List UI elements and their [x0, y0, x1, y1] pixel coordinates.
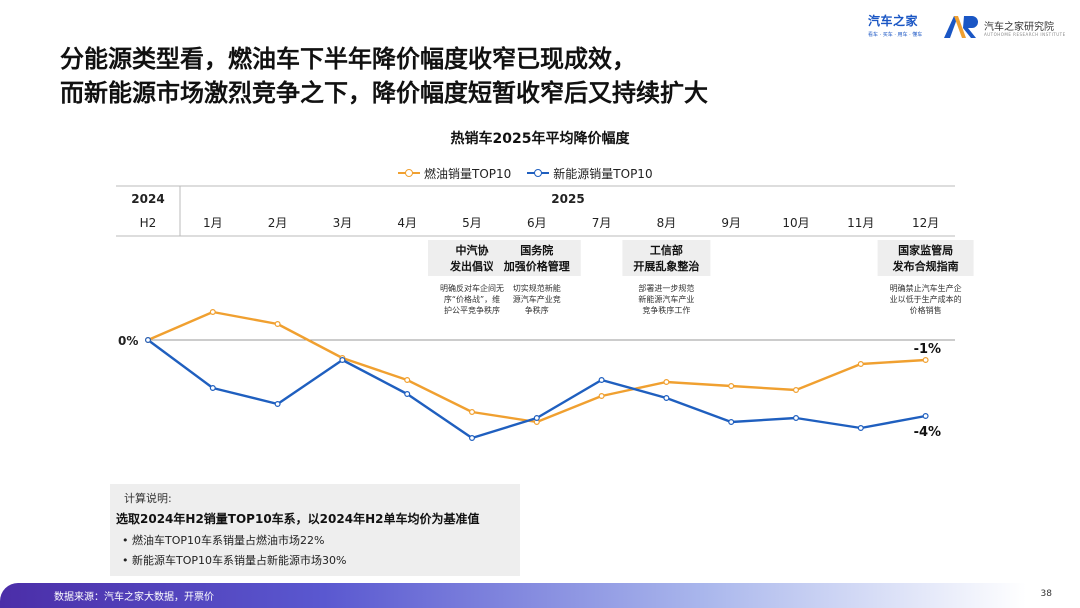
page-headline: 分能源类型看，燃油车下半年降价幅度收窄已现成效， 而新能源市场激烈竞争之下，降价…: [60, 42, 708, 110]
fuel-series-line: [147, 310, 926, 424]
fuel-data-point: [209, 309, 216, 316]
year-label-2024: 2024: [131, 192, 164, 206]
x-tick-label: 10月: [782, 216, 809, 230]
fuel-data-point: [404, 377, 411, 384]
note-bold-text: 选取2024年H2销量TOP10车系，以2024年H2单车均价为基准值: [116, 512, 480, 526]
nev-data-point: [922, 413, 929, 420]
chart-legend: 燃油销量TOP10 新能源销量TOP10: [398, 164, 653, 182]
annotation-description: 业以低于生产成本的: [890, 294, 962, 304]
annotation-description: 切实规范新能: [513, 283, 561, 293]
nev-data-point: [145, 337, 152, 344]
footer-bar: 数据来源：汽车之家大数据，开票价 38: [0, 583, 1080, 608]
x-tick-label: 5月: [462, 216, 482, 230]
legend-swatch-nev: [527, 168, 550, 178]
x-tick-label: 1月: [203, 216, 223, 230]
nev-data-point: [857, 425, 864, 432]
page-number: 38: [1040, 589, 1052, 599]
nev-data-point: [728, 419, 735, 426]
annotation-description: 竞争秩序工作: [642, 305, 690, 315]
annotation-title: 国家监管局: [898, 243, 953, 257]
logo-brand-text: 汽车之家: [868, 14, 919, 28]
institute-name: 汽车之家研究院: [984, 22, 1054, 33]
x-tick-label: 2月: [268, 216, 288, 230]
fuel-data-point: [922, 357, 929, 364]
legend-item-fuel: 燃油销量TOP10: [398, 164, 511, 182]
annotation-box: [877, 240, 974, 276]
nev-data-point: [469, 435, 476, 442]
annotation-description: 价格销售: [910, 305, 942, 315]
fuel-data-point: [469, 409, 476, 416]
annotation-title: 中汽协: [456, 243, 489, 257]
x-tick-label: 11月: [847, 216, 874, 230]
annotation-subtitle: 开展乱象整治: [633, 259, 699, 273]
chart-title: 热销车2025年平均降价幅度: [450, 131, 630, 147]
headline-line-2: 而新能源市场激烈竞争之下，降价幅度短暂收窄后又持续扩大: [60, 79, 708, 107]
nev-data-point: [209, 385, 216, 392]
annotation-box: [622, 240, 711, 276]
note-bullet-2: • 新能源车TOP10车系销量占新能源市场30%: [122, 554, 347, 567]
x-tick-label: 6月: [527, 216, 547, 230]
research-institute-logo: 汽车之家研究院 AUTOHOME RESEARCH INSTITUTE: [942, 12, 1072, 42]
annotation-description: 新能源汽车产业: [638, 294, 694, 304]
legend-swatch-fuel: [398, 168, 420, 178]
x-tick-label: 3月: [333, 216, 353, 230]
zero-label: 0%: [118, 334, 138, 348]
nev-data-point: [404, 391, 411, 398]
annotation-description: 明确反对车企间无: [440, 283, 504, 293]
annotation-description: 序“价格战”，维: [444, 294, 500, 304]
nev-data-point: [274, 401, 281, 408]
nev-data-point: [663, 395, 670, 402]
fuel-data-point: [598, 393, 605, 400]
institute-subtitle: AUTOHOME RESEARCH INSTITUTE: [984, 32, 1066, 37]
calculation-note: 计算说明: 选取2024年H2销量TOP10车系，以2024年H2单车均价为基准…: [110, 484, 520, 576]
annotation-subtitle: 发布合规指南: [892, 259, 959, 273]
annotation-description: 明确禁止汽车生产企: [890, 283, 962, 293]
annotation-title: 工信部: [650, 243, 683, 257]
fuel-data-point: [274, 321, 281, 328]
nev-data-point: [533, 415, 540, 422]
legend-item-nev: 新能源销量TOP10: [527, 164, 653, 182]
logo-tagline: 看车 · 买车 · 用车 · 懂车: [868, 32, 923, 38]
headline-line-1: 分能源类型看，燃油车下半年降价幅度收窄已现成效，: [60, 45, 636, 73]
annotation-title: 国务院: [520, 243, 553, 257]
annotation-description: 争秩序: [525, 305, 549, 315]
annotation-box: [492, 240, 581, 276]
autohome-logo: 汽车之家 看车 · 买车 · 用车 · 懂车: [868, 12, 932, 42]
annotation-subtitle: 发出倡议: [449, 259, 495, 273]
fuel-data-point: [663, 379, 670, 386]
note-heading: 计算说明:: [124, 492, 172, 505]
year-label-2025: 2025: [551, 192, 584, 206]
fuel-data-point: [857, 361, 864, 368]
x-tick-label: H2: [140, 216, 157, 230]
annotation-subtitle: 加强价格管理: [503, 259, 570, 273]
x-tick-label: 9月: [721, 216, 741, 230]
fuel-data-point: [728, 383, 735, 390]
nev-data-point: [598, 377, 605, 384]
nev-data-point: [339, 357, 346, 364]
fuel-data-point: [792, 387, 799, 394]
annotation-description: 护公平竞争秩序: [444, 305, 500, 315]
annotation-description: 部署进一步规范: [638, 283, 694, 293]
x-tick-label: 4月: [397, 216, 417, 230]
data-source: 数据来源：汽车之家大数据，开票价: [54, 592, 214, 603]
note-bullet-1: • 燃油车TOP10车系销量占燃油市场22%: [122, 534, 325, 547]
legend-label-nev: 新能源销量TOP10: [553, 166, 653, 181]
fuel-end-label: -1%: [914, 342, 941, 357]
nev-end-label: -4%: [914, 425, 941, 440]
annotation-description: 源汽车产业竞: [513, 294, 561, 304]
x-tick-label: 8月: [657, 216, 677, 230]
nev-data-point: [792, 415, 799, 422]
x-tick-label: 7月: [592, 216, 612, 230]
ar-logo-icon: [944, 16, 978, 38]
legend-label-fuel: 燃油销量TOP10: [424, 166, 512, 181]
x-tick-label: 12月: [912, 216, 939, 230]
